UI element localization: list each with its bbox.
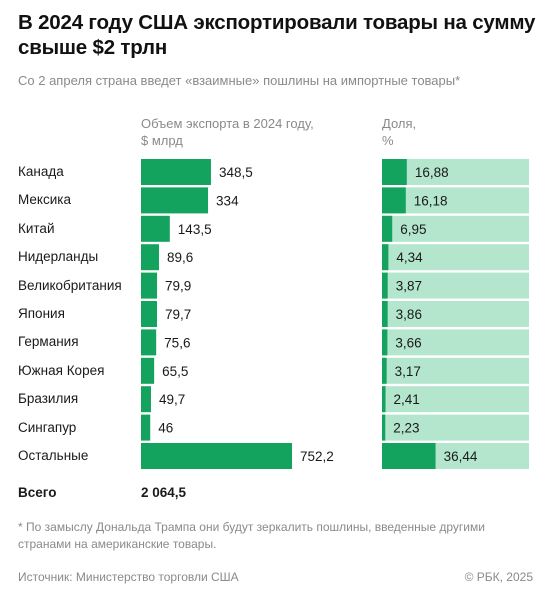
export-bar [141, 386, 151, 413]
share-value-label: 3,66 [395, 335, 421, 350]
export-value-label: 89,6 [167, 250, 193, 265]
share-value-label: 16,18 [414, 193, 448, 208]
export-value-label: 348,5 [219, 165, 253, 180]
total-value: 2 064,5 [141, 485, 187, 500]
share-value-label: 16,88 [415, 165, 449, 180]
share-bar [382, 187, 406, 214]
copyright: © РБК, 2025 [464, 570, 533, 584]
share-track [382, 215, 529, 242]
export-bar [141, 187, 209, 214]
export-column-header: Объем экспорта в 2024 году, $ млрд [141, 115, 314, 149]
country-label: Сингапур [18, 419, 77, 435]
total-label: Всего [18, 485, 57, 500]
export-bar [141, 272, 158, 299]
country-label: Мексика [18, 192, 71, 208]
country-label: Канада [18, 164, 64, 179]
country-label: Нидерланды [18, 249, 99, 265]
export-value-label: 79,9 [165, 279, 191, 294]
share-value-label: 3,87 [396, 279, 422, 294]
share-bar [382, 301, 388, 327]
share-column-header: Доля, % [382, 115, 416, 149]
share-header-line-2: % [382, 133, 394, 148]
export-bar [141, 329, 157, 356]
export-header-line-1: Объем экспорта в 2024 году, [141, 116, 314, 131]
share-track [382, 386, 529, 413]
share-bar [382, 159, 407, 185]
share-track [382, 244, 529, 271]
share-track [382, 357, 529, 384]
country-label: Германия [18, 334, 79, 350]
export-bar [141, 414, 151, 441]
export-bar [141, 443, 292, 469]
share-value-label: 2,23 [393, 421, 419, 436]
export-value-label: 79,7 [165, 307, 191, 322]
export-value-label: 752,2 [300, 449, 334, 464]
share-value-label: 6,95 [400, 222, 426, 237]
share-value-label: 36,44 [444, 449, 478, 464]
share-value-label: 3,86 [396, 307, 422, 322]
share-bar [382, 272, 388, 299]
export-bar [141, 244, 159, 271]
share-bar [382, 414, 386, 441]
country-label: Остальные [18, 448, 89, 463]
share-value-label: 2,41 [394, 392, 420, 407]
source-note: Источник: Министерство торговли США [18, 570, 239, 584]
share-bar [382, 244, 389, 271]
share-bar [382, 357, 387, 384]
share-track [382, 301, 529, 327]
share-track [382, 272, 529, 299]
export-value-label: 65,5 [162, 364, 188, 379]
country-label: Бразилия [18, 391, 79, 407]
page-title: В 2024 году США экспортировали товары на… [18, 11, 536, 59]
share-bar [382, 443, 436, 469]
share-track [382, 329, 529, 356]
export-value-label: 46 [158, 421, 173, 436]
export-header-line-2: $ млрд [141, 133, 183, 148]
export-bar [141, 159, 211, 185]
share-value-label: 3,17 [395, 364, 421, 379]
share-track [382, 414, 529, 441]
export-bar [141, 301, 157, 327]
country-label: Южная Корея [18, 362, 105, 378]
share-value-label: 4,34 [396, 250, 423, 265]
share-bar [382, 329, 388, 356]
export-bar [141, 357, 155, 384]
country-label: Китай [18, 220, 55, 236]
export-value-label: 49,7 [159, 392, 185, 407]
country-label: Япония [18, 306, 65, 321]
share-bar [382, 386, 386, 413]
export-value-label: 334 [216, 193, 239, 208]
footnote: * По замыслу Дональда Трампа они будут з… [18, 520, 485, 551]
share-bar [382, 215, 393, 242]
share-header-line-1: Доля, [382, 116, 417, 131]
export-bar [141, 215, 170, 242]
country-label: Великобритания [18, 277, 122, 293]
share-track [382, 187, 529, 214]
export-value-label: 75,6 [164, 335, 190, 350]
export-value-label: 143,5 [178, 222, 212, 237]
page-subtitle: Со 2 апреля страна введет «взаимные» пош… [18, 73, 461, 88]
